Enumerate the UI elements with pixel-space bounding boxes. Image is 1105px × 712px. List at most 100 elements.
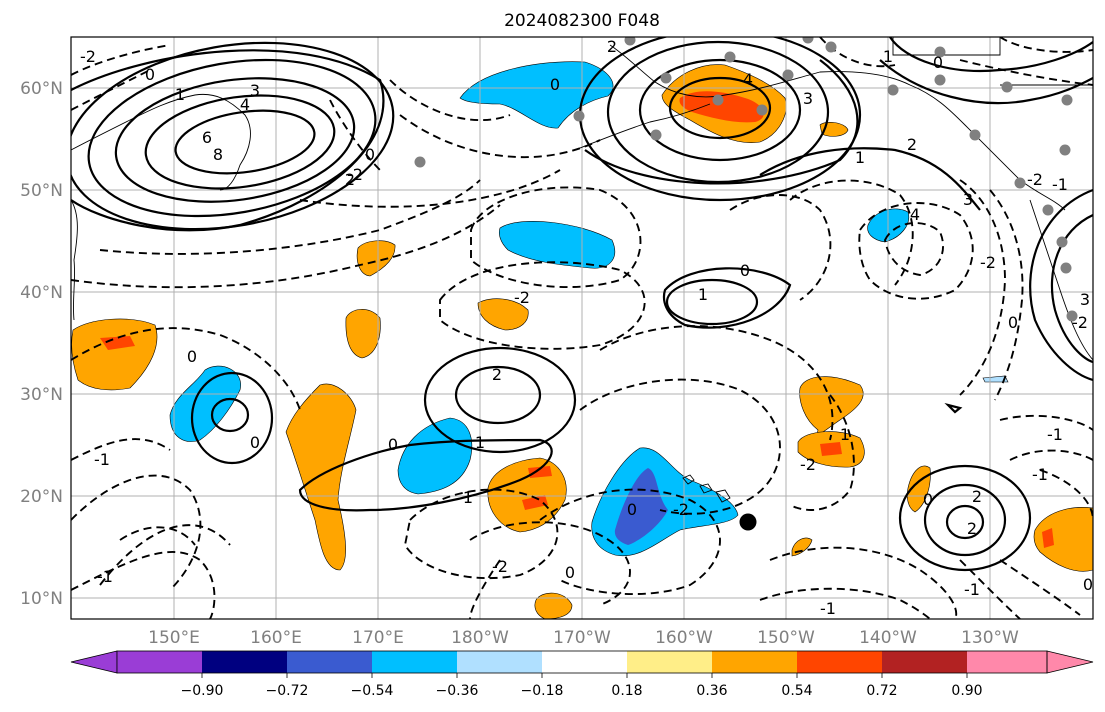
- pos-region-h-core: [1042, 528, 1054, 548]
- coastlines: [71, 37, 1093, 503]
- contour-label: -2: [347, 165, 363, 184]
- pos-region-d: [487, 457, 567, 533]
- lat-label: 30°N: [20, 385, 63, 405]
- contour-labels: -2 0 1 3 4 6 8 0 2 0 2 4 3 0 1 -2 1 2 3 …: [80, 37, 1093, 618]
- colorbar-extend-high: [1046, 650, 1094, 674]
- contour-label: -2: [80, 47, 96, 66]
- lat-label: 50°N: [20, 181, 63, 201]
- solid-contours: [71, 37, 1093, 572]
- contour-label: 0: [933, 53, 943, 72]
- pos-region-sw-core: [100, 336, 135, 350]
- colorbar-segment: [797, 651, 882, 673]
- neg-region-dateline: [397, 417, 473, 495]
- contour-label: 0: [565, 563, 575, 582]
- contour-label: -2: [1027, 170, 1043, 189]
- contour-label: 0: [145, 65, 155, 84]
- lon-label: 140°W: [859, 628, 917, 648]
- station-markers: [414, 37, 1078, 322]
- contour-label: 0: [250, 433, 260, 452]
- contour-label: 8: [213, 145, 223, 164]
- colorbar-segment: [882, 651, 967, 673]
- contour-label: 2: [345, 170, 355, 189]
- colorbar-ticks: [201, 673, 968, 678]
- colorbar-segment: [542, 651, 627, 673]
- contour-label: 0: [1083, 575, 1093, 594]
- lon-label: 150°E: [148, 628, 200, 648]
- neg-region-small-east: [982, 375, 1009, 383]
- contour-label: -1: [1047, 425, 1063, 444]
- contour-label: 3: [963, 190, 973, 209]
- colorbar-extend-low: [70, 650, 118, 674]
- contour-label: -1: [97, 567, 113, 586]
- colorbar-tick-label: 0.54: [781, 683, 812, 699]
- lon-label: 180°W: [451, 628, 509, 648]
- lon-label: 160°E: [250, 628, 302, 648]
- coast-aleutians: [574, 103, 711, 151]
- contour-label: 6: [202, 128, 212, 147]
- neg-region-north-pacific: [459, 61, 614, 129]
- contour-label: -2: [800, 455, 816, 474]
- figure-title: 2024082300 F048: [504, 11, 660, 31]
- contour-label: 1: [855, 148, 865, 167]
- coast-alaska: [609, 44, 1066, 211]
- contour-label: 2: [967, 519, 977, 538]
- contour-label: -1: [1032, 465, 1048, 484]
- contour-label: 2: [607, 37, 617, 56]
- colorbar-tick-label: 0.72: [866, 683, 897, 699]
- pos-region-i: [534, 592, 573, 619]
- contour-label: 4: [910, 205, 920, 224]
- contour-label: 3: [1080, 290, 1090, 309]
- contour-label: 2: [492, 365, 502, 384]
- contour-label: 1: [698, 285, 708, 304]
- colorbar-tick-label: 0.18: [611, 683, 642, 699]
- colorbar-tick-label: 0.36: [696, 683, 727, 699]
- lat-label: 40°N: [20, 283, 63, 303]
- pos-region-long: [285, 383, 357, 571]
- colorbar-tick-label: −0.90: [181, 683, 224, 699]
- shaded-anomaly-fields: [71, 61, 1093, 619]
- contour-label: -2: [492, 557, 508, 576]
- colorbar-segment: [712, 651, 797, 673]
- map-frame: [70, 36, 1094, 620]
- colorbar-segment: [627, 651, 712, 673]
- pos-region-a: [356, 240, 396, 277]
- lon-label: 130°W: [961, 628, 1019, 648]
- lon-label: 170°E: [352, 628, 404, 648]
- colorbar-segment: [372, 651, 457, 673]
- coast-asia: [71, 199, 78, 321]
- colorbar-tick-label: −0.72: [266, 683, 309, 699]
- contour-label: 1: [883, 47, 893, 66]
- pos-region-b: [345, 309, 381, 359]
- lat-label: 60°N: [20, 79, 63, 99]
- contour-label: -2: [980, 253, 996, 272]
- contour-label: -1: [1052, 175, 1068, 194]
- pos-region-alaska-core: [679, 91, 764, 123]
- contour-label: -1: [94, 450, 110, 469]
- lat-label: 10°N: [20, 589, 63, 609]
- pos-region-e: [799, 376, 864, 435]
- latitude-labels: 60°N 50°N 40°N 30°N 20°N 10°N: [20, 79, 63, 609]
- coast-kamchatka: [71, 93, 251, 191]
- contour-label: 0: [187, 347, 197, 366]
- contour-label: 2: [972, 487, 982, 506]
- colorbar-tick-label: −0.36: [436, 683, 479, 699]
- contour-label: 4: [240, 95, 250, 114]
- contour-label: 0: [627, 500, 637, 519]
- colorbar-outline: [116, 650, 1048, 674]
- colorbar-segment: [967, 651, 1047, 673]
- colorbar-segment: [287, 651, 372, 673]
- contour-label: 3: [250, 81, 260, 100]
- coast-na-west: [1029, 199, 1093, 361]
- storm-center-marker: [739, 513, 757, 531]
- map-area: -2 0 1 3 4 6 8 0 2 0 2 4 3 0 1 -2 1 2 3 …: [71, 37, 1093, 619]
- colorbar: −0.90 −0.72 −0.54 −0.36 −0.18 0.18 0.36 …: [70, 650, 1094, 699]
- coast-alaska-box: [892, 37, 1001, 56]
- neg-region-central: [498, 221, 616, 269]
- contour-label: -1: [964, 580, 980, 599]
- contour-label: 0: [740, 261, 750, 280]
- contour-label: 2: [907, 135, 917, 154]
- contour-label: 3: [803, 89, 813, 108]
- pos-region-h: [1033, 507, 1093, 572]
- contour-label: 1: [175, 85, 185, 104]
- longitude-labels: 150°E 160°E 170°E 180°W 170°W 160°W 150°…: [148, 628, 1019, 648]
